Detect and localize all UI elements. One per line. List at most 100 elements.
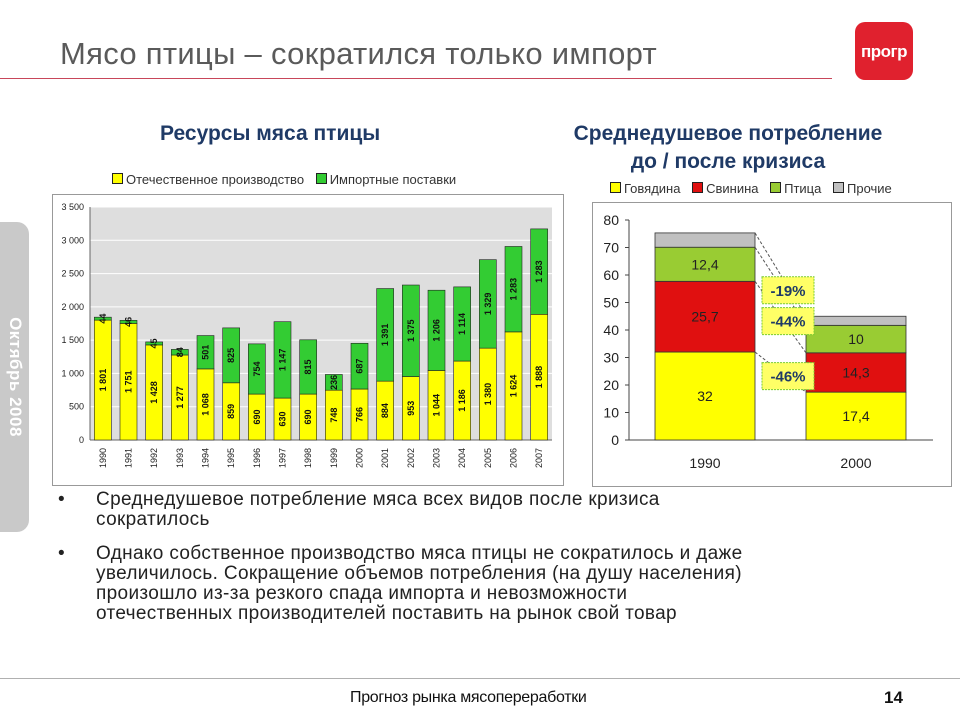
data-label-import: 84 <box>175 347 185 357</box>
bar-segment-Говядина <box>805 391 907 441</box>
x-tick-label: 2004 <box>457 448 467 468</box>
data-label-domestic: 1 801 <box>98 369 108 392</box>
legend-item-domestic: Отечественное производство <box>112 172 304 187</box>
x-tick-label: 1998 <box>303 448 313 468</box>
bar-segment-Прочие <box>654 232 756 248</box>
bullet-line: сократилось <box>96 509 210 530</box>
left-chart-legend: Отечественное производство Импортные пос… <box>112 172 464 187</box>
plot-area <box>90 207 552 440</box>
bullet-line: отечественных производителей поставить н… <box>96 603 677 624</box>
data-label-domestic: 1 624 <box>509 375 519 398</box>
y-tick-label: 40 <box>603 322 619 338</box>
bar-import <box>376 288 394 382</box>
bar-import <box>248 343 266 395</box>
data-label-import: 1 114 <box>457 313 467 335</box>
x-tick-label: 1991 <box>124 448 134 468</box>
right-chart-legend: Говядина Свинина Птица Прочие <box>610 181 900 196</box>
legend-swatch-other <box>833 182 844 193</box>
change-badge-text: -46% <box>770 369 805 386</box>
bar-import <box>299 339 317 395</box>
bar-import <box>504 246 523 333</box>
data-label-domestic: 953 <box>406 401 416 416</box>
right-chart-title: Среднедушевое потребление до / после кри… <box>522 120 934 176</box>
bar-import <box>119 320 138 324</box>
data-label-import: 1 375 <box>406 320 416 343</box>
x-tick-label: 2000 <box>355 448 365 468</box>
data-label-import: 687 <box>355 359 365 374</box>
legend-label-import: Импортные поставки <box>329 172 457 187</box>
bar-import <box>479 259 497 349</box>
bar-import <box>427 289 446 371</box>
page-number: 14 <box>884 688 903 707</box>
bullet-list: • Среднедушевое потребление мяса всех ви… <box>58 490 928 638</box>
bar-import <box>222 327 240 384</box>
company-logo: прогр <box>855 22 913 80</box>
data-label: 14,3 <box>842 364 869 380</box>
change-badge <box>761 307 815 336</box>
bar-import <box>325 374 343 391</box>
bar-segment-Прочие <box>805 315 907 326</box>
legend-label-other: Прочие <box>847 181 892 196</box>
bullet-line: увеличилось. Сокращение объемов потребле… <box>96 563 742 584</box>
data-label-import: 236 <box>329 375 339 390</box>
data-label-import: 45 <box>149 338 159 348</box>
data-label-domestic: 1 277 <box>175 386 185 409</box>
bar-import <box>530 228 548 315</box>
data-label-import: 501 <box>201 345 211 360</box>
data-label-import: 1 391 <box>380 324 390 347</box>
data-label-domestic: 1 044 <box>432 394 442 417</box>
data-label-import: 46 <box>124 317 134 327</box>
y-tick-label: 0 <box>79 435 84 445</box>
legend-swatch-poultry <box>770 182 782 193</box>
data-label-domestic: 690 <box>303 410 313 425</box>
x-tick-label: 1999 <box>329 448 339 468</box>
legend-swatch-pork <box>692 182 704 193</box>
y-tick-label: 0 <box>611 432 619 448</box>
bullet-dot: • <box>58 543 66 564</box>
y-tick-label: 1 000 <box>61 368 84 378</box>
data-label: 32 <box>697 388 713 404</box>
change-badge-text: -44% <box>770 314 805 331</box>
x-tick-label: 2006 <box>509 448 519 468</box>
bar-import <box>94 316 112 321</box>
bar-segment-Говядина <box>654 351 756 441</box>
side-tab <box>0 222 29 532</box>
change-badge <box>761 276 815 305</box>
right-chart-title-line2: до / после кризиса <box>630 150 826 173</box>
bar-import <box>402 284 420 377</box>
y-tick-label: 2 500 <box>61 269 84 279</box>
y-tick-label: 1 500 <box>61 335 84 345</box>
data-label-domestic: 884 <box>380 403 390 418</box>
bar-import <box>171 349 189 356</box>
bullet-line: Среднедушевое потребление мяса всех видо… <box>96 489 660 510</box>
legend-swatch-beef <box>610 182 621 193</box>
data-label-import: 1 147 <box>278 349 288 372</box>
bullet-item: • Среднедушевое потребление мяса всех ви… <box>58 490 928 530</box>
legend-label-pork: Свинина <box>706 181 759 196</box>
data-label-import: 44 <box>98 314 108 324</box>
data-label-domestic: 1 380 <box>483 383 493 406</box>
x-tick-label: 2003 <box>432 448 442 468</box>
y-tick-label: 80 <box>603 212 619 228</box>
footer-title: Прогноз рынка мясопереработки <box>350 689 587 706</box>
bullet-line: Однако собственное производство мяса пти… <box>96 543 743 564</box>
logo-text: прогр <box>860 42 908 61</box>
bar-import <box>273 321 292 399</box>
right-chart-title-line1: Среднедушевое потребление <box>573 122 883 145</box>
x-tick-label: 1996 <box>252 448 262 468</box>
data-label: 10 <box>848 331 864 347</box>
x-tick-label: 1992 <box>149 448 159 468</box>
data-label-domestic: 859 <box>226 404 236 419</box>
data-label-import: 754 <box>252 361 262 376</box>
x-tick-label: 1990 <box>689 455 720 471</box>
bar-import <box>453 286 471 362</box>
x-tick-label: 1993 <box>175 448 185 468</box>
page-title: Мясо птицы – сократился только импорт <box>60 36 657 71</box>
bullet-dot: • <box>58 489 66 510</box>
data-label-domestic: 630 <box>278 412 288 427</box>
bar-import <box>350 342 369 390</box>
y-tick-label: 50 <box>603 295 619 311</box>
data-label-domestic: 1 888 <box>534 366 544 389</box>
